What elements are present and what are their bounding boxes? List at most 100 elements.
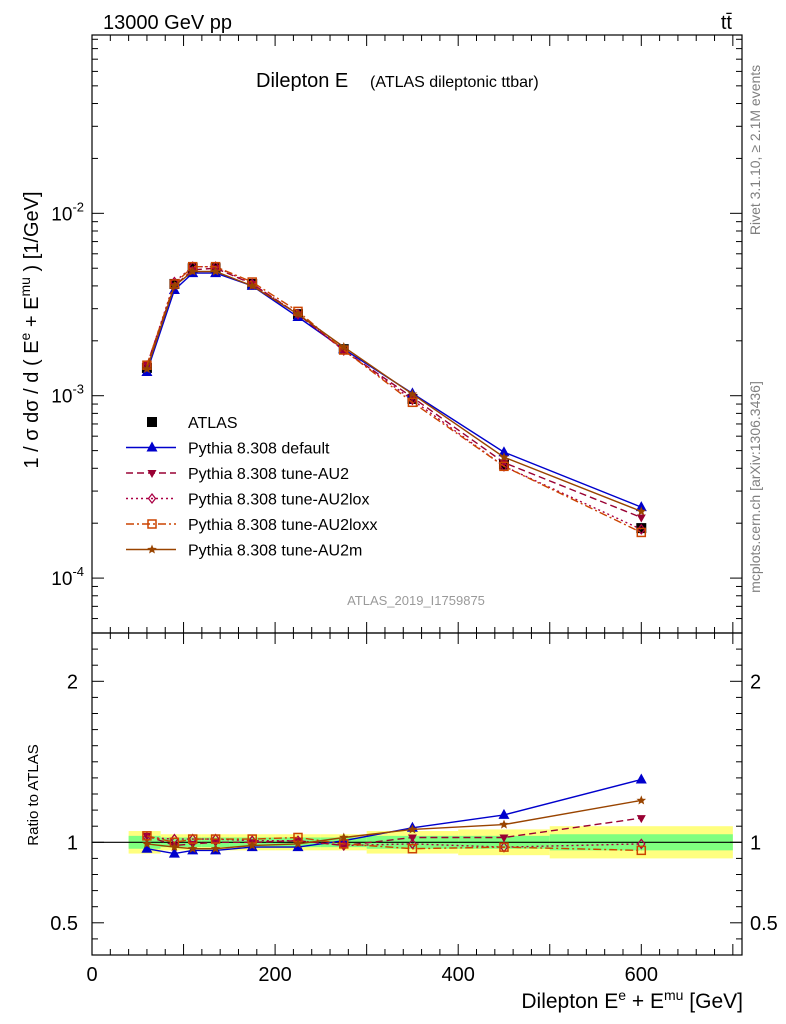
ratio-point-AU2loxx bbox=[210, 834, 221, 844]
y-tick-label: 10-4 bbox=[51, 564, 84, 590]
ratio-xlabel: Dilepton Ee + Emu [GeV] bbox=[521, 987, 743, 1013]
ratio-panel-series bbox=[141, 773, 647, 858]
main-series-AU2m bbox=[142, 266, 647, 516]
ratio-y-tick-label-right: 1 bbox=[750, 832, 761, 854]
ratio-y-tick-label-right: 0.5 bbox=[750, 913, 778, 935]
legend-label-AU2m: Pythia 8.308 tune-AU2m bbox=[188, 543, 362, 560]
ratio-point-AU2m bbox=[293, 838, 303, 848]
main-point-default bbox=[498, 446, 510, 457]
ratio-y-tick-label-right: 2 bbox=[750, 671, 761, 693]
main-point-AU2m bbox=[339, 342, 349, 351]
main-point-default bbox=[635, 501, 647, 512]
x-tick-label: 0 bbox=[86, 964, 97, 986]
ratio-y-tick-label: 1 bbox=[67, 832, 78, 854]
legend-entry-AU2loxx: Pythia 8.308 tune-AU2loxx bbox=[126, 517, 377, 534]
legend-marker-default bbox=[146, 441, 158, 452]
legend-entry-AU2lox: Pythia 8.308 tune-AU2lox bbox=[126, 492, 369, 509]
ratio-point-AU2m bbox=[407, 824, 418, 834]
ratio-line-AU2m bbox=[146, 799, 642, 850]
ratio-point-default bbox=[141, 842, 153, 853]
main-point-AU2 bbox=[636, 514, 646, 523]
mcplots-reference-label: mcplots.cern.ch [arXiv:1306.3436] bbox=[747, 381, 763, 593]
ratio-point-AU2m bbox=[339, 832, 349, 842]
legend-marker-ATLAS bbox=[147, 417, 157, 427]
main-panel-series bbox=[141, 261, 647, 538]
ratio-y-tick-label: 0.5 bbox=[50, 913, 78, 935]
energy-label: 13000 GeV pp bbox=[103, 12, 232, 34]
legend-label-AU2loxx: Pythia 8.308 tune-AU2loxx bbox=[188, 517, 377, 534]
rivet-version-label: Rivet 3.1.10, ≥ 2.1M events bbox=[747, 65, 763, 235]
ratio-point-AU2loxx bbox=[636, 845, 647, 856]
title-main: Dilepton E bbox=[256, 70, 348, 92]
main-point-AU2m bbox=[636, 506, 647, 516]
ratio-point-default bbox=[498, 808, 510, 819]
main-point-AU2 bbox=[499, 459, 509, 468]
ratio-point-AU2m bbox=[499, 819, 509, 829]
svg-text:1 / σ dσ / d ( Ee + Emu ) [1/: 1 / σ dσ / d ( Ee + Emu ) [1/GeV] bbox=[17, 191, 43, 468]
legend-marker-AU2lox bbox=[147, 492, 157, 505]
main-line-default bbox=[146, 272, 642, 508]
legend-entry-ATLAS: ATLAS bbox=[147, 415, 238, 432]
ratio-point-AU2m bbox=[142, 838, 152, 848]
ratio-ylabel: Ratio to ATLAS bbox=[25, 744, 42, 845]
analysis-id-label: ATLAS_2019_I1759875 bbox=[347, 593, 485, 608]
legend: ATLAS Pythia 8.308 default Pythia 8.308 tu… bbox=[126, 415, 377, 560]
ratio-point-AU2 bbox=[636, 815, 646, 824]
ratio-point-AU2loxx bbox=[187, 834, 198, 844]
main-point-AU2m bbox=[169, 280, 180, 290]
legend-label-default: Pythia 8.308 default bbox=[188, 441, 330, 458]
ratio-point-AU2m bbox=[187, 843, 198, 853]
svg-text:Dilepton Ee + Emu [GeV]: Dilepton Ee + Emu [GeV] bbox=[521, 987, 743, 1013]
ratio-point-default bbox=[635, 773, 647, 784]
y-tick-label: 10-3 bbox=[51, 382, 84, 408]
x-tick-label: 600 bbox=[625, 964, 658, 986]
ratio-point-AU2lox bbox=[636, 838, 646, 850]
axes: 0 200 400 600 10-2 10-3 10-4 0.5 0.5 1 1 2 2 bbox=[50, 34, 778, 986]
ratio-line-default bbox=[146, 778, 642, 855]
legend-entry-AU2m: Pythia 8.308 tune-AU2m bbox=[126, 543, 362, 560]
y-tick-label: 10-2 bbox=[51, 199, 84, 225]
main-point-AU2m bbox=[293, 309, 303, 319]
main-point-AU2m bbox=[247, 280, 257, 290]
ratio-point-AU2 bbox=[499, 834, 509, 843]
main-point-AU2m bbox=[407, 389, 418, 399]
legend-marker-AU2loxx bbox=[147, 519, 157, 529]
legend-label-AU2: Pythia 8.308 tune-AU2 bbox=[188, 466, 349, 483]
main-line-AU2m bbox=[146, 270, 642, 513]
x-tick-label: 400 bbox=[442, 964, 475, 986]
ratio-point-AU2loxx bbox=[499, 842, 509, 852]
ratio-y-tick-label: 2 bbox=[67, 671, 78, 693]
main-line-AU2loxx bbox=[146, 266, 642, 534]
ratio-point-AU2m bbox=[636, 795, 647, 805]
title-subtitle: (ATLAS dileptonic ttbar) bbox=[370, 74, 539, 91]
legend-marker-AU2 bbox=[147, 470, 157, 478]
main-line-AU2 bbox=[146, 267, 642, 519]
main-point-AU2m bbox=[210, 266, 221, 276]
main-point-AU2loxx bbox=[407, 397, 418, 408]
ratio-line-AU2 bbox=[146, 817, 642, 847]
main-point-AU2loxx bbox=[499, 461, 509, 472]
x-tick-label: 200 bbox=[258, 964, 291, 986]
plot-title: Dilepton E (ATLAS dileptonic ttbar) bbox=[256, 70, 539, 92]
ratio-point-default bbox=[168, 847, 180, 858]
ratio-point-AU2m bbox=[210, 843, 221, 853]
legend-entry-AU2: Pythia 8.308 tune-AU2 bbox=[126, 466, 349, 483]
legend-label-ATLAS: ATLAS bbox=[188, 415, 238, 432]
ratio-point-AU2loxx bbox=[339, 839, 349, 849]
main-point-AU2lox bbox=[247, 278, 257, 290]
main-point-AU2m bbox=[142, 364, 152, 374]
legend-entry-default: Pythia 8.308 default bbox=[126, 441, 330, 458]
process-label: tt̄ bbox=[721, 12, 733, 34]
main-ylabel: 1 / σ dσ / d ( Ee + Emu ) [1/GeV] bbox=[17, 191, 43, 468]
ratio-series-AU2m bbox=[142, 795, 647, 853]
legend-label-AU2lox: Pythia 8.308 tune-AU2lox bbox=[188, 492, 369, 509]
ratio-line-AU2lox bbox=[146, 836, 642, 848]
ratio-point-AU2m bbox=[247, 840, 257, 850]
main-point-AU2m bbox=[499, 452, 509, 462]
ratio-point-AU2loxx bbox=[407, 843, 418, 854]
ratio-point-AU2m bbox=[169, 842, 180, 852]
main-point-AU2loxx bbox=[636, 527, 647, 538]
legend-marker-AU2m bbox=[147, 544, 157, 554]
